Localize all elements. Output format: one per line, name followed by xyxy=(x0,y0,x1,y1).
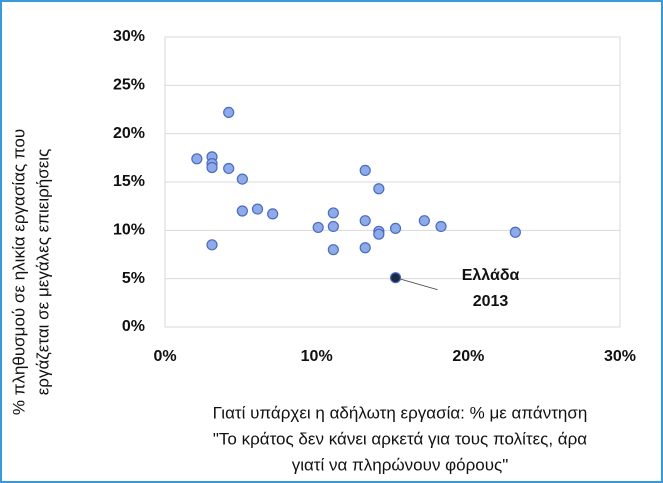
point xyxy=(236,173,248,185)
y-tick-label: 5% xyxy=(122,270,145,287)
annotation-leader xyxy=(395,277,438,291)
point xyxy=(359,164,371,176)
point xyxy=(418,215,430,227)
y-tick-label: 10% xyxy=(113,222,145,239)
x-axis-label: "Το κράτος δεν κάνει αρκετά για τους πολ… xyxy=(213,429,587,448)
point xyxy=(236,205,248,217)
x-axis-label: Γιατί υπάρχει η αδήλωτη εργασία: % με απ… xyxy=(213,403,588,422)
point xyxy=(359,215,371,227)
y-tick-label: 25% xyxy=(113,77,145,94)
x-tick-label: 30% xyxy=(604,348,636,365)
point xyxy=(312,221,324,234)
annotation: Ελλάδα xyxy=(462,267,520,284)
point xyxy=(327,220,339,233)
point xyxy=(509,226,521,238)
point xyxy=(327,207,339,219)
y-axis-label: εργάζεται σε μεγάλες επιειρήσεις xyxy=(33,149,52,396)
point xyxy=(251,203,264,215)
point xyxy=(327,244,339,256)
annotation: 2013 xyxy=(473,293,509,310)
point xyxy=(373,228,385,240)
point xyxy=(373,183,385,195)
x-tick-label: 10% xyxy=(301,348,333,365)
point xyxy=(223,106,235,119)
y-tick-label: 0% xyxy=(122,318,145,335)
point xyxy=(206,161,218,174)
y-tick-label: 30% xyxy=(113,28,145,45)
point xyxy=(389,222,402,234)
point xyxy=(223,162,235,175)
y-tick-label: 20% xyxy=(113,125,145,142)
highlight-point xyxy=(389,272,402,284)
point xyxy=(206,239,218,251)
point xyxy=(267,208,279,220)
y-axis-label: % πληθυσμού σε ηλικία εργασίας που xyxy=(9,129,28,415)
x-tick-label: 0% xyxy=(153,348,176,365)
y-tick-label: 15% xyxy=(113,173,145,190)
point xyxy=(359,242,371,254)
point xyxy=(435,220,447,233)
point xyxy=(191,153,203,165)
x-tick-label: 20% xyxy=(452,348,484,365)
x-axis-label: γιατί να πληρώνουν φόρους" xyxy=(292,455,509,474)
